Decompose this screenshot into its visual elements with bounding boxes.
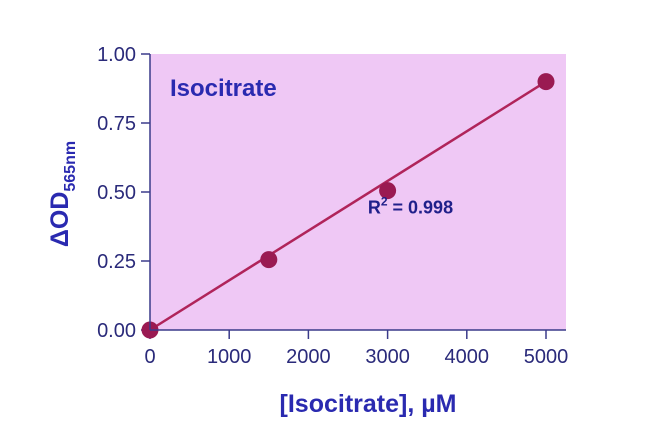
x-tick-label: 4000 [445,346,490,368]
y-axis-title: ΔOD565nm [46,141,79,247]
plot-area [150,54,566,330]
data-point [260,251,278,269]
axis-ticks [141,53,547,339]
r-squared-value: = 0.998 [388,198,454,218]
x-tick-label: 3000 [365,346,410,368]
x-axis-title: [Isocitrate], µM [280,390,457,418]
data-points [141,73,555,339]
y-axis-title-subscript: 565nm [62,141,79,192]
y-tick-label: 0.50 [97,182,136,204]
chart-title: Isocitrate [170,75,277,102]
r-squared-base: R [368,198,381,218]
y-tick-label: 0.25 [97,251,136,273]
x-tick-label: 2000 [286,346,331,368]
x-tick-label: 5000 [524,346,569,368]
x-tick-label: 1000 [207,346,252,368]
r-squared-superscript: 2 [381,195,388,209]
y-axis-title-main: ΔOD [46,192,74,247]
r-squared-annotation: R2 = 0.998 [368,195,453,218]
y-tick-label: 0.00 [97,320,136,342]
y-tick-label: 0.75 [97,113,136,135]
tick-labels: 0.00 0.25 0.50 0.75 1.00 0 1000 2000 3000 4000 500… [97,44,568,368]
x-tick-label: 0 [144,346,155,368]
data-point [537,73,555,91]
data-point [379,182,397,200]
fit-line [149,80,547,332]
y-tick-label: 1.00 [97,44,136,66]
